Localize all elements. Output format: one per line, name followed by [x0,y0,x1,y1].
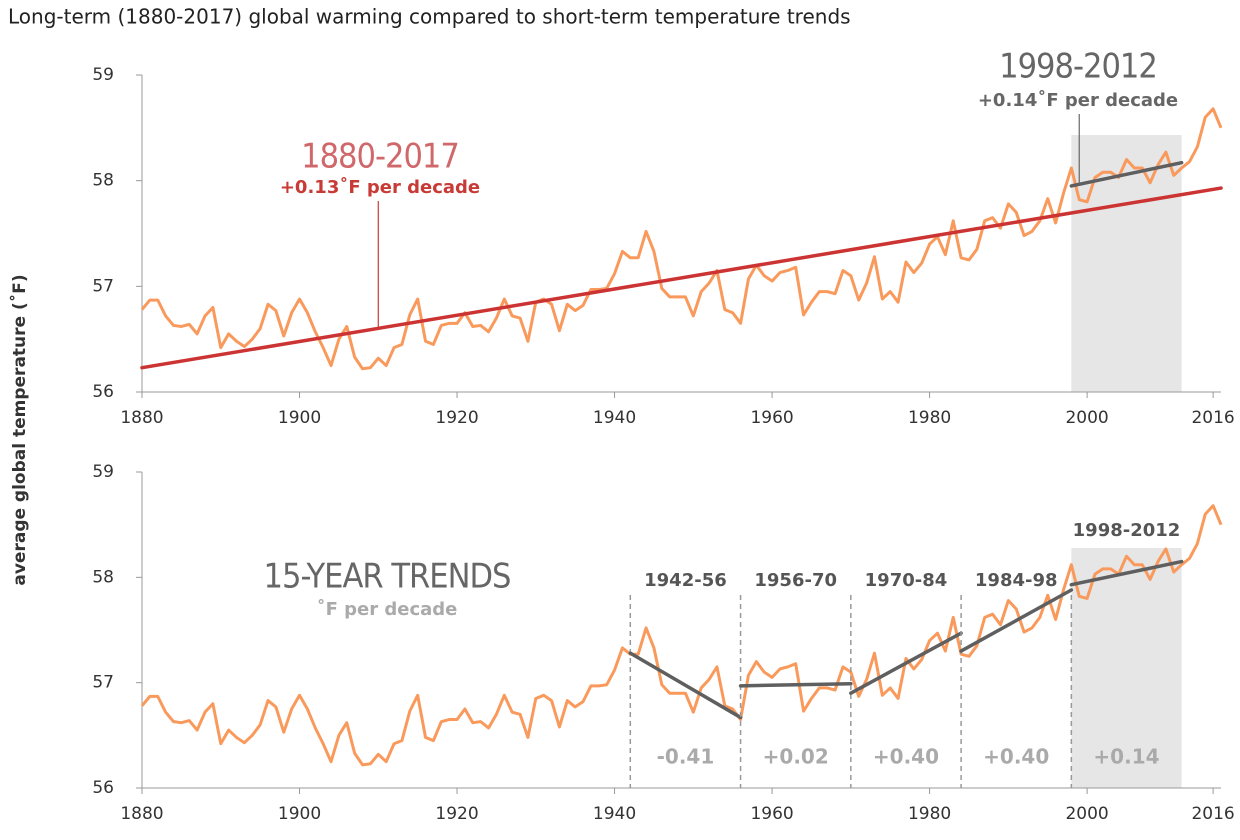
x-tick-label: 1920 [435,804,478,824]
highlight-band [1071,135,1182,392]
y-tick-label: 57 [92,276,114,296]
x-tick-label: 1980 [908,408,951,428]
y-tick-label: 59 [92,462,114,482]
x-tick-label: 1960 [750,804,793,824]
trend-label: 1880-2017 [301,137,459,177]
trend-line [1069,160,1184,188]
trend-label: 1942-56 [644,570,727,591]
trend-label: 1984-98 [975,570,1058,591]
trend-rate: +0.40 [983,745,1049,769]
trend-label: 1998-2012 [999,47,1157,87]
x-tick-label: 1960 [750,408,793,428]
y-tick-label: 57 [92,673,114,693]
y-tick-label: 56 [92,778,114,798]
trend-rate: +0.02 [763,745,829,769]
trend-line [959,588,1074,653]
y-tick-label: 59 [92,65,114,85]
trends-heading: 15-YEAR TRENDS [264,557,511,597]
trend-label: 1956-70 [754,570,837,591]
y-tick-label: 58 [92,171,114,191]
y-tick-label: 56 [92,382,114,402]
x-tick-label: 1940 [593,804,636,824]
x-tick-label: 1900 [278,408,321,428]
y-axis-label: average global temperature (˚F) [8,274,30,585]
trend-line [628,651,743,720]
trend-rate: +0.14 [1093,745,1159,769]
trend-rate: +0.14˚F per decade [978,89,1178,111]
x-tick-label: 1900 [278,804,321,824]
x-tick-label: 1920 [435,408,478,428]
trend-line [738,681,853,688]
trend-line [140,186,1223,370]
trend-label: 1970-84 [865,570,948,591]
trend-line [1069,559,1184,587]
x-tick-label: 2016 [1191,408,1234,428]
chart-title: Long-term (1880-2017) global warming com… [8,5,851,29]
x-tick-label: 1880 [120,408,163,428]
trends-subheading: ˚F per decade [317,598,458,620]
trend-label: 1998-2012 [1073,520,1181,541]
y-tick-label: 58 [92,567,114,587]
x-tick-label: 1980 [908,804,951,824]
x-tick-label: 2000 [1065,408,1108,428]
x-tick-label: 1880 [120,804,163,824]
trend-rate: -0.41 [657,745,715,769]
trend-rate: +0.40 [873,745,939,769]
data-line [140,504,1223,767]
trend-line [849,631,963,695]
trend-rate: +0.13˚F per decade [280,176,480,198]
x-tick-label: 1940 [593,408,636,428]
x-tick-label: 2000 [1065,804,1108,824]
x-tick-label: 2016 [1191,804,1234,824]
